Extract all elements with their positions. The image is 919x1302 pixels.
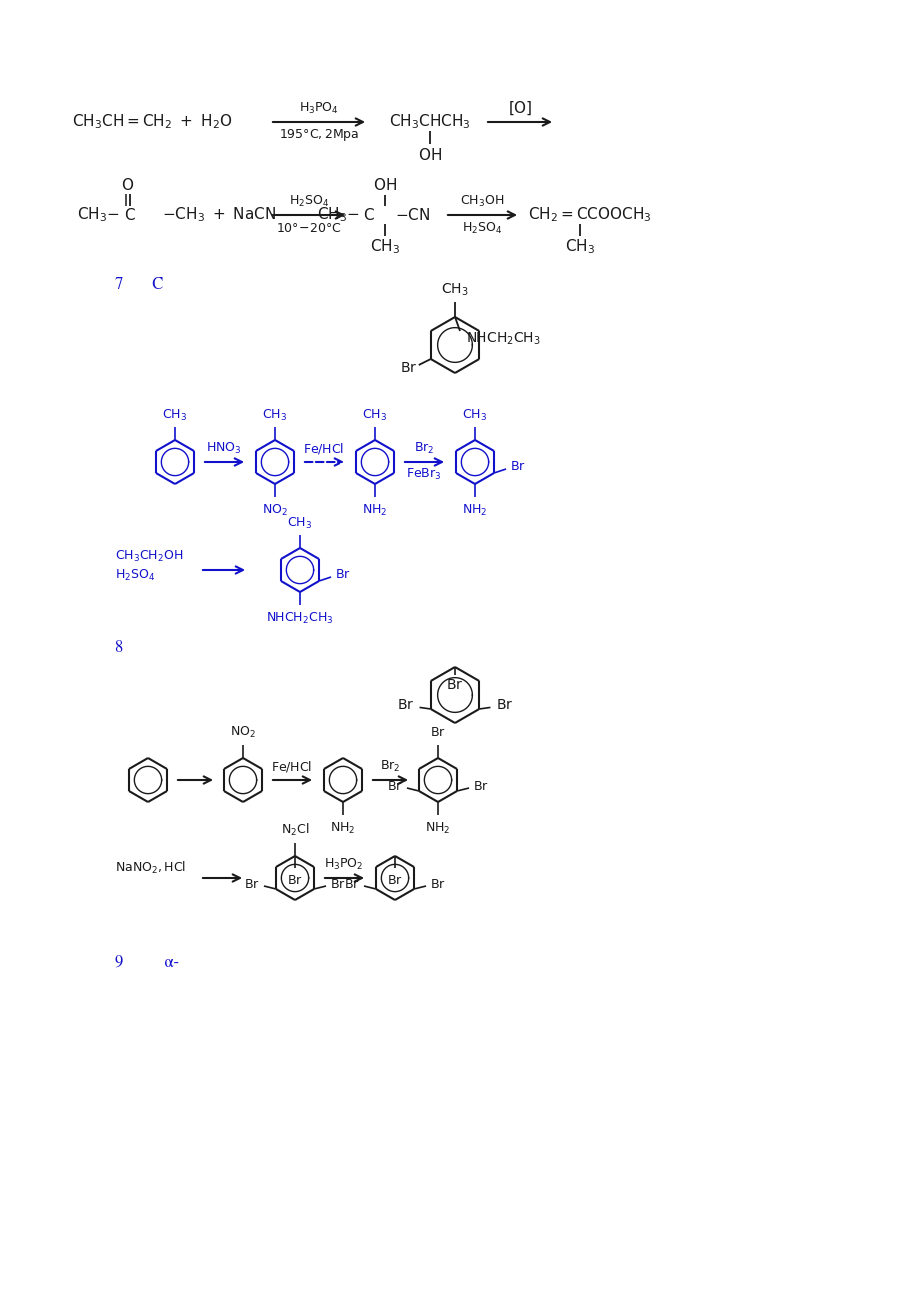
Text: $\rm FeBr_3$: $\rm FeBr_3$ <box>406 466 441 482</box>
Text: $\rm Br$: $\rm Br$ <box>344 879 359 892</box>
Text: $\rm CH_3{-}$: $\rm CH_3{-}$ <box>77 206 119 224</box>
Text: $\rm H_2SO_4$: $\rm H_2SO_4$ <box>289 194 329 208</box>
Text: $\rm NHCH_2CH_3$: $\rm NHCH_2CH_3$ <box>266 611 334 625</box>
Text: $\rm CH_3CH_2OH$: $\rm CH_3CH_2OH$ <box>115 548 183 564</box>
Text: $\rm Br$: $\rm Br$ <box>446 678 463 691</box>
Text: $\rm CH_3$: $\rm CH_3$ <box>564 238 595 256</box>
Text: 7、由甲苯和两个C的有机物为原料合成: 7、由甲苯和两个C的有机物为原料合成 <box>115 277 200 293</box>
Text: $\rm CH_3CHCH_3$: $\rm CH_3CHCH_3$ <box>389 113 471 132</box>
Text: $\rm C$: $\rm C$ <box>124 207 136 223</box>
Text: $\rm CH_2{=}CCOOCH_3$: $\rm CH_2{=}CCOOCH_3$ <box>528 206 652 224</box>
Text: $\rm Br_2$: $\rm Br_2$ <box>380 759 400 773</box>
Text: $\rm HNO_3$: $\rm HNO_3$ <box>206 440 242 456</box>
Text: $\rm [O]$: $\rm [O]$ <box>507 99 532 117</box>
Text: $\rm OH$: $\rm OH$ <box>417 147 441 163</box>
Text: $\rm {-}CN$: $\rm {-}CN$ <box>394 207 430 223</box>
Text: $\rm CH_3$: $\rm CH_3$ <box>362 408 387 423</box>
Text: $\rm OH$: $\rm OH$ <box>372 177 396 193</box>
Text: $\rm NO_2$: $\rm NO_2$ <box>230 724 255 740</box>
Text: $\rm NH_2$: $\rm NH_2$ <box>461 503 487 518</box>
Text: $\rm NHCH_2CH_3$: $\rm NHCH_2CH_3$ <box>465 331 539 348</box>
Text: $\rm Br$: $\rm Br$ <box>510 461 526 474</box>
Text: $\rm CH_3$: $\rm CH_3$ <box>262 408 288 423</box>
Text: $\rm Br$: $\rm Br$ <box>335 569 350 582</box>
Text: $\rm CH_3$: $\rm CH_3$ <box>369 238 400 256</box>
Text: $\rm NH_2$: $\rm NH_2$ <box>425 820 450 836</box>
Text: $\rm {-}CH_3\ +\ NaCN$: $\rm {-}CH_3\ +\ NaCN$ <box>162 206 276 224</box>
Text: $\rm NH_2$: $\rm NH_2$ <box>330 820 356 836</box>
Text: $\rm Br$: $\rm Br$ <box>400 361 417 375</box>
Text: $\rm O$: $\rm O$ <box>121 177 134 193</box>
Text: $\rm Br$: $\rm Br$ <box>330 879 346 892</box>
Text: $\rm H_3PO_2$: $\rm H_3PO_2$ <box>323 857 363 871</box>
Text: $\rm C$: $\rm C$ <box>363 207 374 223</box>
Text: 9、由乙烯为原料合成：α-羟基丙酸: 9、由乙烯为原料合成：α-羟基丙酸 <box>115 954 196 971</box>
Text: $\rm Br$: $\rm Br$ <box>495 698 513 712</box>
Text: $\rm Fe/HCl$: $\rm Fe/HCl$ <box>271 759 312 773</box>
Text: $\rm CH_3OH$: $\rm CH_3OH$ <box>460 194 504 208</box>
Text: $\rm CH_3CH{=}CH_2\ +\ H_2O$: $\rm CH_3CH{=}CH_2\ +\ H_2O$ <box>72 113 232 132</box>
Text: $\rm CH_3$: $\rm CH_3$ <box>287 516 312 530</box>
Text: $\rm Br$: $\rm Br$ <box>472 780 488 793</box>
Text: 8、由苯为原料（其它试剂任用）合成: 8、由苯为原料（其它试剂任用）合成 <box>115 641 189 656</box>
Text: $\rm 195°C,2Mpa$: $\rm 195°C,2Mpa$ <box>278 128 358 143</box>
Text: $\rm Br$: $\rm Br$ <box>287 874 302 887</box>
Text: $\rm Fe/HCl$: $\rm Fe/HCl$ <box>303 440 345 456</box>
Text: $\rm Br$: $\rm Br$ <box>430 879 446 892</box>
Text: $\rm Br_2$: $\rm Br_2$ <box>414 440 434 456</box>
Text: $\rm H_2SO_4$: $\rm H_2SO_4$ <box>115 568 155 582</box>
Text: $\rm NO_2$: $\rm NO_2$ <box>262 503 288 518</box>
Text: $\rm CH_3{-}$: $\rm CH_3{-}$ <box>317 206 359 224</box>
Text: $\rm Br$: $\rm Br$ <box>387 780 403 793</box>
Text: $\rm Br$: $\rm Br$ <box>387 874 403 887</box>
Text: $\rm 10°\!-\!20°C$: $\rm 10°\!-\!20°C$ <box>276 221 342 234</box>
Text: $\rm Br$: $\rm Br$ <box>430 725 446 738</box>
Text: $\rm CH_3$: $\rm CH_3$ <box>462 408 487 423</box>
Text: $\rm NaNO_2,HCl$: $\rm NaNO_2,HCl$ <box>115 859 186 876</box>
Text: $\rm N_2Cl$: $\rm N_2Cl$ <box>280 822 309 838</box>
Text: $\rm H_2SO_4$: $\rm H_2SO_4$ <box>461 220 502 236</box>
Text: $\rm CH_3$: $\rm CH_3$ <box>163 408 187 423</box>
Text: $\rm H_3PO_4$: $\rm H_3PO_4$ <box>299 100 338 116</box>
Text: $\rm NH_2$: $\rm NH_2$ <box>362 503 387 518</box>
Text: $\rm Br$: $\rm Br$ <box>244 879 259 892</box>
Text: $\rm Br$: $\rm Br$ <box>396 698 414 712</box>
Text: $\rm CH_3$: $\rm CH_3$ <box>441 281 469 298</box>
